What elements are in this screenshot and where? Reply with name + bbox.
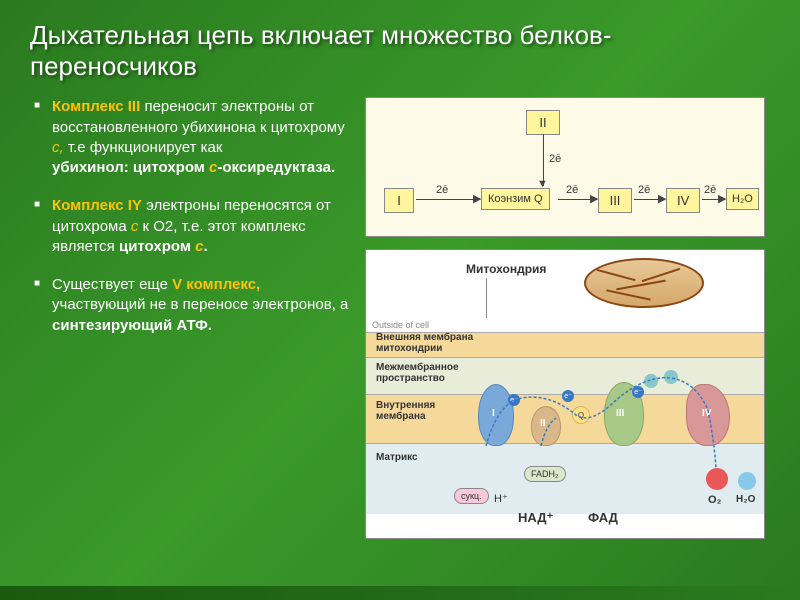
lbl-h2o: H₂O bbox=[736, 494, 755, 505]
b3-t1: Существует еще bbox=[52, 276, 172, 293]
bullet-3: Существует еще V комплекс, участвующий н… bbox=[30, 275, 350, 336]
flow-diagram: II I Коэнзим Q III IV H₂O ▶ 2ē ▶ 2ē ▶ 2ē… bbox=[365, 97, 765, 237]
complex-ii bbox=[531, 406, 561, 446]
box-ii: II bbox=[526, 110, 560, 135]
lbl-inner: Внутренняя мембрана bbox=[376, 400, 435, 422]
pill-fadh: FADH₂ bbox=[524, 466, 566, 482]
complex-i bbox=[478, 384, 514, 446]
b2-prefix: Комплекс IY bbox=[52, 197, 142, 214]
lbl-h-plus: H⁺ bbox=[494, 492, 508, 505]
box-iv: IV bbox=[666, 188, 700, 213]
box-iii: III bbox=[598, 188, 632, 213]
lbl-2e-5: 2ē bbox=[549, 153, 561, 165]
lbl-o2: O₂ bbox=[708, 494, 721, 506]
lbl-matrix: Матрикс bbox=[376, 452, 418, 463]
b3-b1: синтезирующий АТФ. bbox=[52, 317, 212, 334]
arr-i-q bbox=[416, 199, 479, 200]
mito-line bbox=[486, 278, 487, 318]
b1-hl1: с, bbox=[52, 139, 64, 156]
lbl-inter: Межмембранное пространство bbox=[376, 362, 459, 384]
b3-hl1: V комплекс, bbox=[172, 276, 260, 293]
lbl-fad: ФАД bbox=[588, 510, 618, 525]
text-column: Комплекс III переносит электроны от восс… bbox=[30, 97, 350, 539]
bullet-2: Комплекс IY электроны переносятся от цит… bbox=[30, 196, 350, 257]
lbl-nad: НАД⁺ bbox=[518, 510, 553, 526]
membrane-diagram: Митохондрия Outside of cell Внешняя мемб… bbox=[365, 249, 765, 539]
diagram-column: II I Коэнзим Q III IV H₂O ▶ 2ē ▶ 2ē ▶ 2ē… bbox=[365, 97, 765, 539]
box-q: Коэнзим Q bbox=[481, 188, 550, 210]
b1-prefix: Комплекс III bbox=[52, 98, 140, 115]
slide-title: Дыхательная цепь включает множество белк… bbox=[30, 20, 770, 82]
b1-b1: убихинол: цитохром bbox=[52, 159, 209, 176]
footer-bar bbox=[0, 586, 800, 600]
lbl-mito: Митохондрия bbox=[466, 262, 546, 276]
box-i: I bbox=[384, 188, 414, 213]
lbl-2e-2: 2ē bbox=[566, 184, 578, 196]
lbl-c3: III bbox=[616, 408, 624, 419]
lbl-c4: IV bbox=[702, 408, 711, 419]
lbl-outside: Outside of cell bbox=[372, 320, 429, 330]
lbl-2e-4: 2ē bbox=[704, 184, 716, 196]
lbl-2e-1: 2ē bbox=[436, 184, 448, 196]
b1-t2: т.е функционирует как bbox=[64, 139, 223, 156]
content-row: Комплекс III переносит электроны от восс… bbox=[30, 97, 770, 539]
arr-ii-q-head: ▼ bbox=[537, 178, 548, 190]
b1-b2: -оксиредуктаза. bbox=[217, 159, 335, 176]
arr-i-q-head: ▶ bbox=[473, 192, 481, 205]
arr-iv-h2o-head: ▶ bbox=[718, 192, 726, 205]
pill-succ: сукц. bbox=[454, 488, 489, 504]
lbl-outer: Внешняя мембрана митохондрии bbox=[376, 332, 473, 354]
bullet-1: Комплекс III переносит электроны от восс… bbox=[30, 97, 350, 178]
matrix-space bbox=[366, 444, 764, 514]
arr-iii-iv-head: ▶ bbox=[658, 192, 666, 205]
mito-icon bbox=[584, 258, 704, 308]
box-h2o: H₂O bbox=[726, 188, 759, 210]
b3-t2: участвующий не в переносе электронов, а bbox=[52, 296, 348, 313]
b2-b2: . bbox=[203, 238, 207, 255]
lbl-c1: I bbox=[492, 408, 495, 419]
lbl-c2: II bbox=[540, 418, 546, 429]
lbl-2e-3: 2ē bbox=[638, 184, 650, 196]
b2-b1: цитохром bbox=[119, 238, 195, 255]
arr-q-iii-head: ▶ bbox=[590, 192, 598, 205]
